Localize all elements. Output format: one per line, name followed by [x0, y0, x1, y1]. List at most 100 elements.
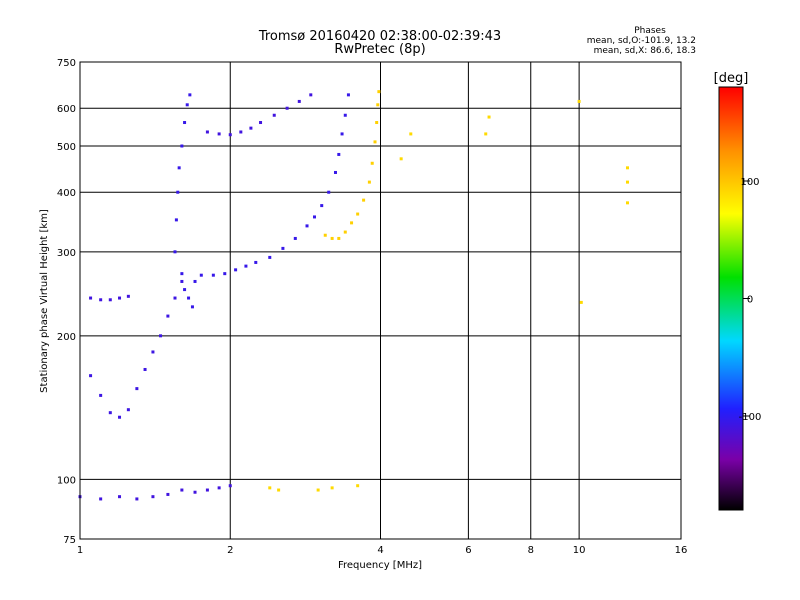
data-point [99, 298, 103, 302]
data-point [277, 488, 281, 492]
chart-title: Tromsø 20160420 02:38:00-02:39:43 [258, 29, 501, 44]
data-point [188, 93, 192, 97]
data-point [254, 260, 258, 264]
data-point [362, 198, 366, 202]
grid [80, 62, 681, 539]
colorbar-ticks: 100 0 -100 [739, 177, 762, 423]
data-point [99, 393, 103, 397]
data-point [190, 305, 194, 309]
data-point [228, 484, 232, 488]
data-point [330, 486, 334, 490]
data-point [316, 488, 320, 492]
data-point [259, 121, 263, 125]
data-point [228, 133, 232, 137]
data-point [367, 180, 371, 184]
data-point [323, 233, 327, 237]
data-point [118, 415, 122, 419]
data-point [177, 166, 181, 170]
data-point [180, 279, 184, 283]
x-tick-label: 8 [528, 545, 534, 556]
legend-line-o: mean, sd,O:-101.9, 13.2 [587, 36, 696, 46]
legend-title: Phases [634, 26, 666, 36]
data-point [159, 334, 163, 338]
y-tick-label: 100 [57, 475, 76, 486]
data-point [193, 490, 197, 494]
y-tick-label: 75 [63, 535, 76, 546]
data-point [340, 132, 344, 136]
data-point [281, 246, 285, 250]
data-point [180, 144, 184, 148]
data-point [346, 93, 350, 97]
data-point [151, 495, 155, 499]
data-point [327, 190, 331, 194]
data-point [577, 99, 581, 103]
data-point [272, 113, 276, 117]
data-point [223, 272, 227, 276]
data-point [126, 408, 130, 412]
y-tick-label: 300 [57, 248, 76, 259]
data-point [625, 201, 629, 205]
data-point [173, 296, 177, 300]
colorbar-label: [deg] [714, 71, 749, 86]
legend-line-x: mean, sd,X: 86.6, 18.3 [594, 46, 696, 56]
x-tick-label: 6 [465, 545, 471, 556]
x-tick-label: 16 [675, 545, 688, 556]
data-point [333, 170, 337, 174]
data-point [343, 230, 347, 234]
data-point [293, 236, 297, 240]
data-point [135, 497, 139, 501]
data-points [78, 90, 629, 501]
data-point [625, 180, 629, 184]
data-point [285, 106, 289, 110]
y-tick-label: 200 [57, 332, 76, 343]
data-point [183, 288, 187, 292]
data-point [320, 204, 324, 208]
colorbar-tick-label: 100 [740, 177, 759, 188]
data-point [180, 272, 184, 276]
data-point [135, 387, 139, 391]
y-axis-ticks: 75 100 200 300 400 500 600 750 [57, 58, 76, 546]
data-point [375, 121, 379, 125]
data-point [176, 190, 180, 194]
data-point [350, 221, 354, 225]
data-point [297, 99, 301, 103]
data-point [211, 273, 215, 277]
data-point [151, 350, 155, 354]
data-point [174, 218, 178, 222]
data-point [330, 236, 334, 240]
data-point [173, 250, 177, 254]
data-point [166, 314, 170, 318]
data-point [337, 236, 341, 240]
data-point [244, 264, 248, 268]
data-point [625, 166, 629, 170]
data-point [193, 279, 197, 283]
data-point [579, 300, 583, 304]
data-point [217, 486, 221, 490]
y-tick-label: 600 [57, 104, 76, 115]
data-point [108, 411, 112, 415]
data-point [118, 296, 122, 300]
data-point [399, 157, 403, 161]
x-tick-label: 1 [77, 545, 83, 556]
y-tick-label: 750 [57, 58, 76, 69]
data-point [185, 103, 189, 107]
data-point [305, 224, 309, 228]
data-point [199, 273, 203, 277]
colorbar-tick-label: 0 [747, 295, 753, 306]
x-tick-label: 10 [573, 545, 586, 556]
colorbar-tick-label: -100 [739, 412, 762, 423]
data-point [356, 212, 360, 216]
data-point [370, 161, 374, 165]
y-tick-label: 500 [57, 142, 76, 153]
data-point [143, 367, 147, 371]
data-point [337, 152, 341, 156]
data-point [118, 495, 122, 499]
data-point [343, 113, 347, 117]
x-axis-label: Frequency [MHz] [338, 560, 422, 571]
chart-subtitle: RwPretec (8p) [334, 42, 425, 57]
y-axis-label: Stationary phase Virtual Height [km] [39, 209, 50, 393]
x-tick-label: 2 [227, 545, 233, 556]
data-point [89, 374, 93, 378]
data-point [205, 488, 209, 492]
data-point [217, 132, 221, 136]
